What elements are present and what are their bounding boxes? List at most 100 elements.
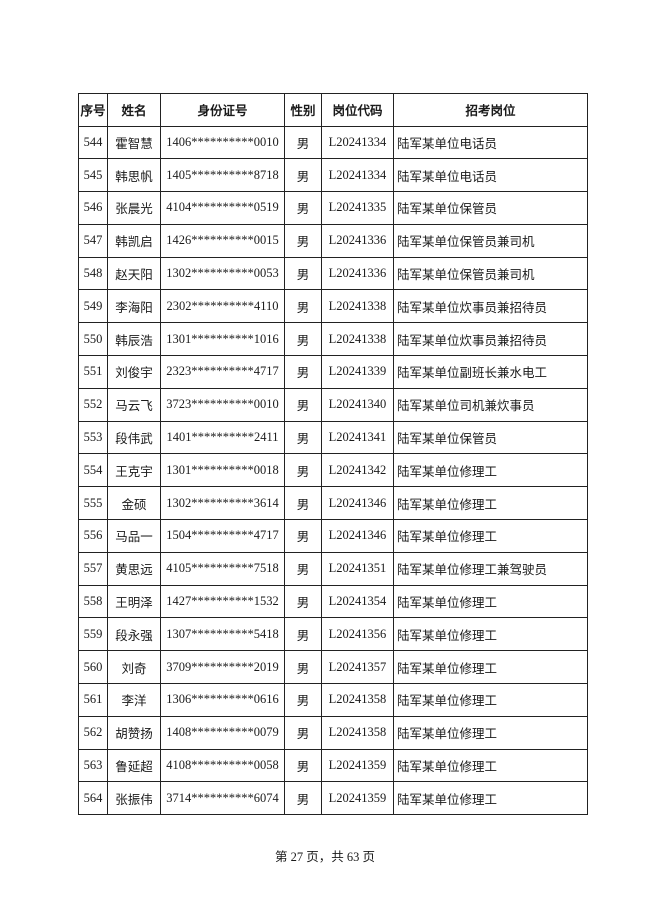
cell-col-post: 陆军某单位炊事员兼招待员	[393, 289, 588, 324]
cell-col-id-number: 1406**********0010	[160, 125, 285, 160]
table-row: 560 刘奇 3709**********2019 男 L20241357 陆军某单位修理…	[78, 650, 588, 685]
cell-col-id-number: 1302**********3614	[160, 486, 285, 521]
table-row: 549 李海阳 2302**********4110 男 L20241338 陆军某单位炊…	[78, 289, 588, 324]
cell-col-index: 552	[78, 387, 108, 422]
table-row: 547 韩凯启 1426**********0015 男 L20241336 陆军某单位保…	[78, 223, 588, 258]
cell-col-name: 霍智慧	[107, 125, 161, 160]
cell-col-id-number: 1306**********0616	[160, 683, 285, 717]
cell-col-post-code: L20241335	[321, 191, 394, 225]
cell-col-gender: 男	[284, 191, 322, 225]
cell-col-post-code: L20241346	[321, 486, 394, 521]
cell-col-post-code: L20241342	[321, 453, 394, 488]
table-row: 555 金硕 1302**********3614 男 L20241346 陆军某单位修理…	[78, 486, 588, 521]
cell-col-post-code: L20241336	[321, 223, 394, 258]
cell-col-name: 王克宇	[107, 453, 161, 488]
cell-col-id-number: 1302**********0053	[160, 256, 285, 291]
cell-col-post-code: L20241356	[321, 617, 394, 652]
table-row: 559 段永强 1307**********5418 男 L20241356 陆军某单位修…	[78, 617, 588, 652]
cell-col-gender: 男	[284, 715, 322, 750]
cell-col-post: 陆军某单位保管员兼司机	[393, 256, 588, 291]
cell-col-id-number: 1427**********1532	[160, 584, 285, 619]
cell-col-gender: 男	[284, 551, 322, 586]
table-row: 554 王克宇 1301**********0018 男 L20241342 陆军某单位修…	[78, 453, 588, 488]
cell-col-post: 陆军某单位保管员	[393, 191, 588, 225]
cell-col-post: 陆军某单位修理工	[393, 683, 588, 717]
cell-col-name: 李洋	[107, 683, 161, 717]
cell-col-name: 段伟武	[107, 420, 161, 455]
cell-col-post: 陆军某单位修理工	[393, 453, 588, 488]
header-col-gender: 性别	[284, 93, 322, 127]
cell-col-index: 551	[78, 355, 108, 389]
cell-col-post: 陆军某单位修理工	[393, 519, 588, 553]
cell-col-gender: 男	[284, 158, 322, 193]
cell-col-index: 564	[78, 781, 108, 816]
cell-col-gender: 男	[284, 748, 322, 783]
cell-col-gender: 男	[284, 781, 322, 816]
cell-col-post: 陆军某单位电话员	[393, 125, 588, 160]
cell-col-post-code: L20241359	[321, 781, 394, 816]
cell-col-name: 张振伟	[107, 781, 161, 816]
cell-col-gender: 男	[284, 223, 322, 258]
cell-col-gender: 男	[284, 125, 322, 160]
table-row: 553 段伟武 1401**********2411 男 L20241341 陆军某单位保…	[78, 420, 588, 455]
cell-col-index: 545	[78, 158, 108, 193]
cell-col-index: 563	[78, 748, 108, 783]
cell-col-post: 陆军某单位副班长兼水电工	[393, 355, 588, 389]
cell-col-id-number: 2302**********4110	[160, 289, 285, 324]
cell-col-name: 韩辰浩	[107, 322, 161, 357]
cell-col-index: 562	[78, 715, 108, 750]
page-number: 第 27 页，共 63 页	[274, 850, 375, 864]
cell-col-name: 黄思远	[107, 551, 161, 586]
cell-col-gender: 男	[284, 683, 322, 717]
table-row: 546 张晨光 4104**********0519 男 L20241335 陆军某单位保…	[78, 191, 588, 225]
table-row: 557 黄思远 4105**********7518 男 L20241351 陆军某单位修…	[78, 551, 588, 586]
cell-col-post-code: L20241341	[321, 420, 394, 455]
cell-col-id-number: 1405**********8718	[160, 158, 285, 193]
table-row: 551 刘俊宇 2323**********4717 男 L20241339 陆军某单位副…	[78, 355, 588, 389]
table-row: 561 李洋 1306**********0616 男 L20241358 陆军某单位修理…	[78, 683, 588, 717]
cell-col-post-code: L20241358	[321, 715, 394, 750]
cell-col-index: 557	[78, 551, 108, 586]
cell-col-gender: 男	[284, 322, 322, 357]
cell-col-id-number: 3709**********2019	[160, 650, 285, 685]
cell-col-index: 554	[78, 453, 108, 488]
cell-col-post: 陆军某单位修理工	[393, 486, 588, 521]
cell-col-gender: 男	[284, 617, 322, 652]
cell-col-post: 陆军某单位炊事员兼招待员	[393, 322, 588, 357]
cell-col-index: 555	[78, 486, 108, 521]
cell-col-post: 陆军某单位修理工	[393, 617, 588, 652]
table-row: 563 鲁延超 4108**********0058 男 L20241359 陆军某单位修…	[78, 748, 588, 783]
cell-col-name: 张晨光	[107, 191, 161, 225]
cell-col-gender: 男	[284, 289, 322, 324]
header-col-post-code: 岗位代码	[321, 93, 394, 127]
cell-col-name: 韩思帆	[107, 158, 161, 193]
cell-col-gender: 男	[284, 486, 322, 521]
table-row: 544 霍智慧 1406**********0010 男 L20241334 陆军某单位电…	[78, 125, 588, 160]
cell-col-post-code: L20241358	[321, 683, 394, 717]
table-header-row: 序号 姓名 身份证号 性别 岗位代码 招考岗位	[78, 93, 588, 127]
cell-col-id-number: 3714**********6074	[160, 781, 285, 816]
cell-col-index: 553	[78, 420, 108, 455]
cell-col-post-code: L20241357	[321, 650, 394, 685]
cell-col-gender: 男	[284, 420, 322, 455]
cell-col-name: 刘俊宇	[107, 355, 161, 389]
cell-col-post-code: L20241339	[321, 355, 394, 389]
cell-col-id-number: 3723**********0010	[160, 387, 285, 422]
cell-col-index: 550	[78, 322, 108, 357]
cell-col-id-number: 1301**********1016	[160, 322, 285, 357]
cell-col-id-number: 1401**********2411	[160, 420, 285, 455]
table-row: 558 王明泽 1427**********1532 男 L20241354 陆军某单位修…	[78, 584, 588, 619]
cell-col-index: 560	[78, 650, 108, 685]
cell-col-index: 556	[78, 519, 108, 553]
cell-col-name: 李海阳	[107, 289, 161, 324]
cell-col-id-number: 2323**********4717	[160, 355, 285, 389]
table-row: 545 韩思帆 1405**********8718 男 L20241334 陆军某单位电…	[78, 158, 588, 193]
cell-col-post-code: L20241346	[321, 519, 394, 553]
cell-col-name: 鲁延超	[107, 748, 161, 783]
header-col-name: 姓名	[107, 93, 161, 127]
cell-col-index: 548	[78, 256, 108, 291]
cell-col-name: 王明泽	[107, 584, 161, 619]
cell-col-post-code: L20241338	[321, 322, 394, 357]
cell-col-post: 陆军某单位司机兼炊事员	[393, 387, 588, 422]
cell-col-gender: 男	[284, 453, 322, 488]
